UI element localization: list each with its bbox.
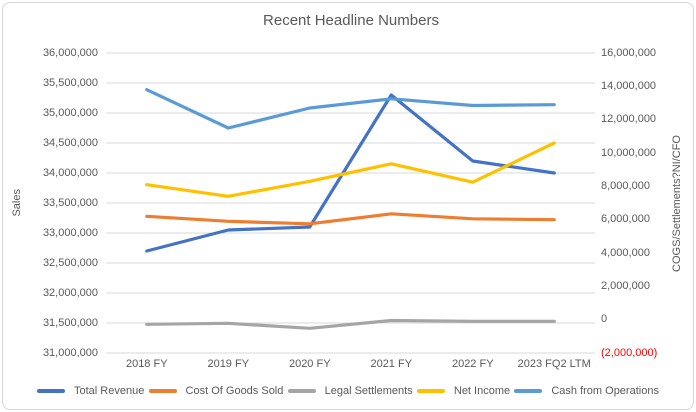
x-axis-label: 2023 FQ2 LTM: [517, 358, 591, 370]
legend-item-total-revenue: Total Revenue: [37, 385, 144, 397]
y-axis-tick-left: 33,500,000: [42, 196, 98, 209]
y-axis-tick-right: 2,000,000: [601, 279, 650, 292]
legend-marker-total-revenue: [37, 389, 65, 393]
y-axis-tick-right: 12,000,000: [601, 113, 657, 126]
x-axis-label: 2022 FY: [451, 358, 494, 370]
y-axis-tick-left: 35,000,000: [42, 106, 98, 119]
y-axis-tick-right: 8,000,000: [601, 179, 650, 192]
x-axis-label: 2019 FY: [207, 358, 250, 370]
y-axis-tick-right: 14,000,000: [601, 79, 657, 92]
legend: Total Revenue Cost Of Goods Sold Legal Set…: [37, 383, 659, 399]
series-line-net-income: [145, 141, 556, 198]
legend-marker-net-income: [416, 389, 445, 393]
x-axis-label: 2021 FY: [370, 358, 413, 370]
legend-label: Cost Of Goods Sold: [185, 385, 284, 397]
series-line-cost-of-goods-sold: [145, 212, 556, 226]
legend-item-cost-of-goods-sold: Cost Of Goods Sold: [148, 385, 284, 397]
y-axis-tick-left: 31,500,000: [42, 316, 98, 329]
y-axis-tick-left: 33,000,000: [42, 226, 98, 239]
legend-label: Legal Settlements: [324, 385, 413, 397]
y-axis-tick-left: 34,000,000: [42, 166, 98, 179]
y-axis-tick-left: 36,000,000: [42, 46, 98, 59]
y-axis-tick-left: 32,000,000: [42, 286, 98, 299]
legend-marker-cash-from-operations: [514, 389, 543, 393]
legend-item-net-income: Net Income: [416, 385, 511, 397]
y-axis-tick-right: 16,000,000: [601, 46, 657, 59]
y-axis-tick-right: 0: [601, 313, 608, 326]
legend-marker-legal-settlements: [287, 389, 316, 393]
y-axis-tick-left: 34,500,000: [42, 136, 98, 149]
legend-item-cash-from-operations: Cash from Operations: [514, 385, 659, 397]
y-axis-tick-right: 6,000,000: [601, 213, 650, 226]
series-line-legal-settlements: [145, 318, 556, 330]
x-axis-label: 2018 FY: [125, 358, 168, 370]
y-axis-tick-right: 4,000,000: [601, 246, 650, 259]
legend-marker-cost-of-goods-sold: [148, 389, 177, 393]
series-line-cash-from-operations: [145, 88, 556, 130]
y-axis-tick-left: 35,500,000: [42, 76, 98, 89]
y-axis-tick-left: 31,000,000: [42, 346, 98, 359]
legend-label: Net Income: [453, 385, 511, 397]
y-axis-tick-left: 32,500,000: [42, 256, 98, 269]
legend-label: Total Revenue: [74, 385, 145, 397]
legend-item-legal-settlements: Legal Settlements: [287, 385, 413, 397]
y-axis-tick-right: (2,000,000): [601, 346, 658, 359]
x-axis-label: 2020 FY: [288, 358, 331, 370]
y-axis-tick-right: 10,000,000: [601, 146, 657, 159]
chart-title: Recent Headline Numbers: [263, 12, 439, 29]
legend-label: Cash from Operations: [551, 385, 659, 397]
plot-area: [106, 52, 595, 354]
series-line-total-revenue: [145, 93, 556, 253]
